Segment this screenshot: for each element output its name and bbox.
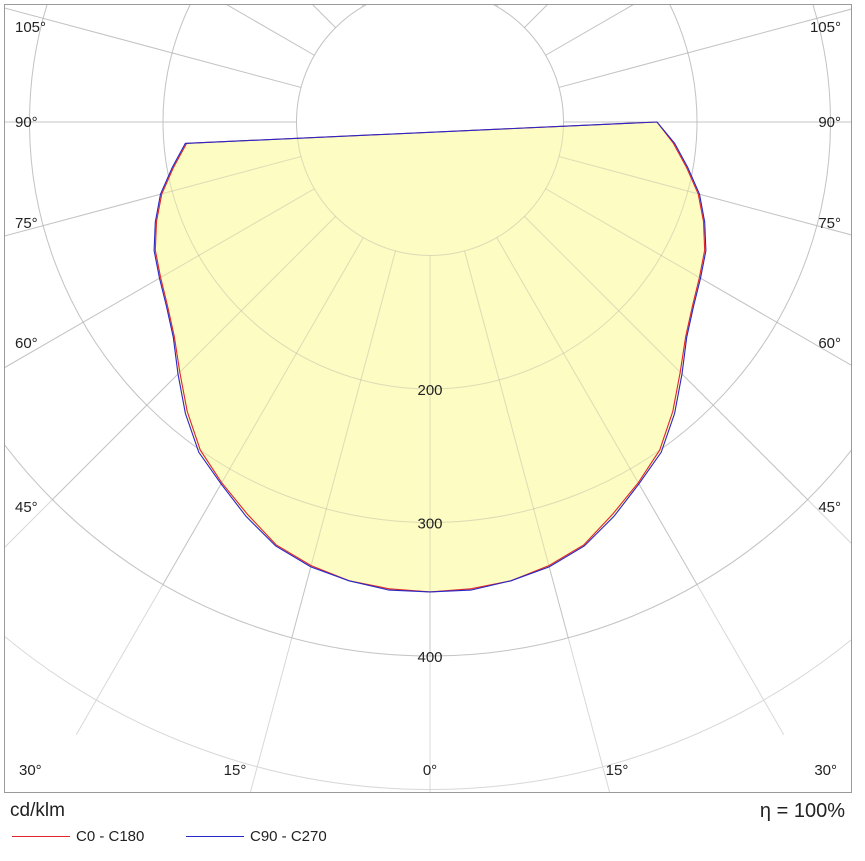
grid-spoke-overlay-left-60	[5, 188, 315, 368]
radial-tick-400: 400	[417, 649, 442, 666]
grid-spoke-overlay-right-150	[496, 5, 499, 7]
grid-spoke-overlay-right-45	[524, 216, 808, 500]
angle-label-left-5: 30°	[19, 762, 42, 779]
grid-spoke-overlay-left-135	[312, 5, 336, 28]
grid-spoke-overlay-right-30	[496, 237, 698, 585]
grid-ring-overlay-400	[5, 444, 851, 657]
radial-tick-300: 300	[417, 516, 442, 533]
angle-label-left-1: 90°	[15, 114, 38, 131]
angle-label-left-6: 15°	[224, 762, 247, 779]
grid-spoke-overlay-right-60	[545, 188, 851, 366]
unit-label: cd/klm	[10, 800, 65, 821]
legend-swatch-c90-c270	[186, 836, 244, 837]
angle-label-left-3: 60°	[15, 335, 38, 352]
angle-label-left-4: 45°	[15, 499, 38, 516]
angle-label-left-2: 75°	[15, 215, 38, 232]
legend-item-c0-c180: C0 - C180	[12, 828, 144, 845]
grid-spoke-overlay-right-105	[558, 8, 851, 88]
legend-swatch-c0-c180	[12, 836, 70, 837]
grid-spoke-right-135	[524, 5, 548, 28]
grid-spoke-overlay-left-45	[52, 216, 336, 500]
grid-spoke-overlay-left-75	[5, 156, 302, 237]
legend-label-c0-c180: C0 - C180	[76, 828, 145, 845]
grid-spoke-overlay-left-150	[361, 5, 364, 7]
grid-spoke-overlay-left-120	[226, 5, 315, 56]
grid-spoke-right-150	[496, 5, 499, 7]
grid-spoke-left-135	[312, 5, 336, 28]
legend-label-c90-c270: C90 - C270	[250, 828, 327, 845]
angle-label-right-2: 75°	[818, 215, 841, 232]
grid-spoke-overlay-left-105	[5, 7, 302, 88]
angle-label-left-0: 105°	[15, 19, 46, 36]
grid-ring-overlay-100	[296, 5, 564, 256]
angle-label-right-6: 15°	[606, 762, 629, 779]
grid-ring-overlay-300	[29, 5, 831, 523]
angle-label-right-1: 90°	[818, 114, 841, 131]
grid-ring-overlay-200	[162, 5, 698, 390]
radial-tick-200: 200	[417, 382, 442, 399]
grid-spoke-overlay-right-120	[545, 5, 634, 56]
grid-spoke-overlay-right-15	[464, 250, 569, 638]
intensity-fill-area	[154, 122, 706, 592]
grid-spoke-left-150	[361, 5, 364, 7]
legend-item-c90-c270: C90 - C270	[186, 828, 327, 845]
series-line-c90-c270	[153, 121, 707, 593]
angle-label-right-3: 60°	[818, 335, 841, 352]
grid-spoke-overlay-left-30	[162, 237, 364, 585]
grid-spoke-overlay-left-15	[291, 250, 396, 638]
grid-spoke-overlay-right-135	[524, 5, 548, 28]
grid-spoke-right-120	[545, 5, 634, 56]
grid-spoke-left-120	[226, 5, 315, 56]
polar-chart-frame: 200 300 400 105° 90° 75° 60° 45° 30° 15° 0° 105° 90°…	[4, 4, 852, 793]
polar-chart: 200 300 400 105° 90° 75° 60° 45° 30° 15° 0° 105° 90°…	[5, 5, 851, 792]
angle-label-right-4: 45°	[818, 499, 841, 516]
grid-spoke-right-105	[558, 8, 851, 88]
angle-label-right-0: 105°	[810, 19, 841, 36]
angle-label-left-7: 0°	[423, 762, 437, 779]
grid-spoke-overlay-right-75	[558, 156, 851, 236]
grid-spoke-left-105	[5, 7, 302, 88]
efficiency-label: η = 100%	[759, 800, 845, 822]
angle-label-right-5: 30°	[814, 762, 837, 779]
